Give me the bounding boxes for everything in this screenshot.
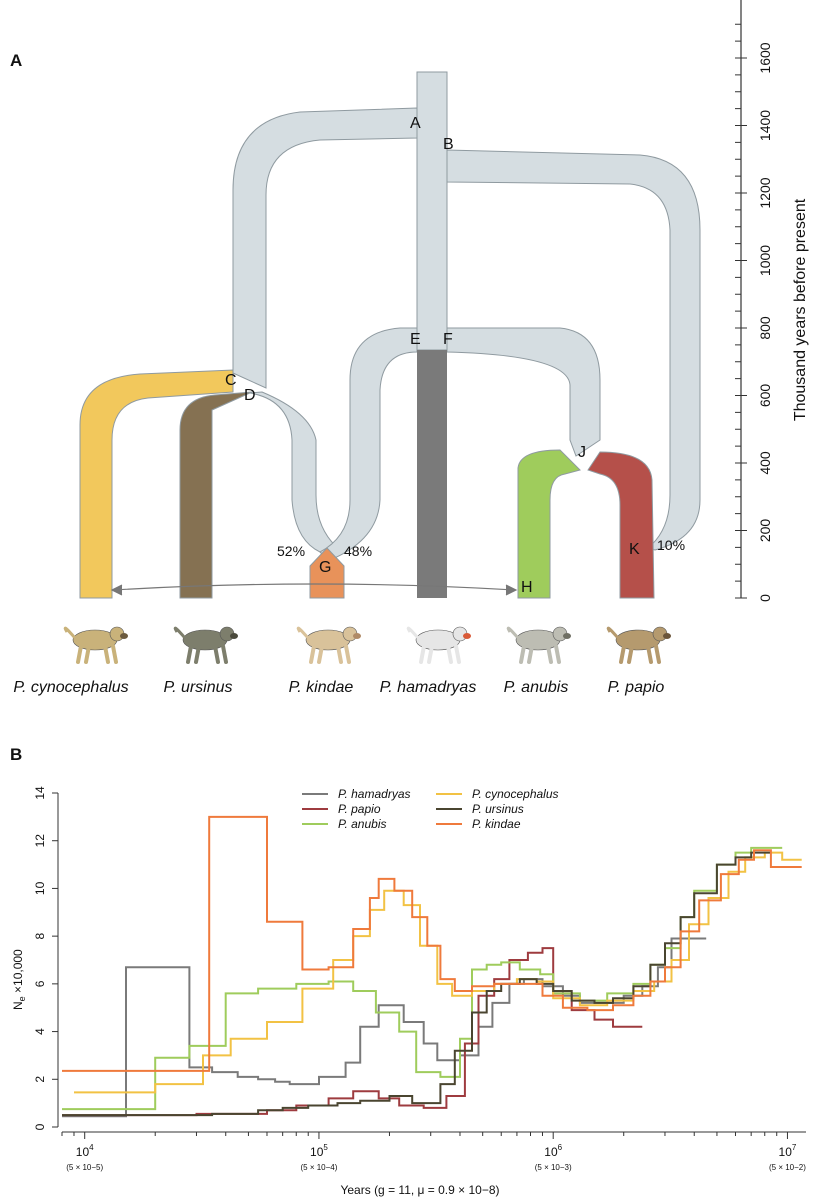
- percent-48: 48%: [344, 543, 372, 559]
- series-line-p-kindae: [62, 815, 802, 1072]
- time-axis-tick-label: 1600: [757, 42, 773, 73]
- y-axis: 0 2 4 6 8 10 12 14 Ne ×10,000: [11, 786, 59, 1130]
- node-e: E: [410, 331, 421, 348]
- series-line-p-hamadryas: [62, 937, 707, 1118]
- node-d: D: [244, 387, 256, 404]
- time-axis-tick-label: 0: [757, 594, 773, 602]
- y-tick-label: 12: [33, 834, 47, 848]
- time-axis-tick-label: 400: [757, 451, 773, 475]
- x-axis-label: Years (g = 11, μ = 0.9 × 10−8): [340, 1183, 499, 1197]
- time-axis: 0 200 400 600 800 1000 1200 1400 1600 Thousand y…: [735, 0, 809, 602]
- species-cynocephalus: P. cynocephalus: [13, 679, 128, 696]
- legend-label: P. ursinus: [472, 802, 524, 816]
- x-tick-label: 104: [76, 1143, 94, 1159]
- species-papio: P. papio: [608, 679, 665, 696]
- node-b: B: [443, 136, 454, 153]
- time-axis-tick-label: 1200: [757, 177, 773, 208]
- series-lines: [62, 815, 802, 1118]
- baboon-icon: [63, 626, 128, 664]
- y-tick-label: 6: [33, 980, 47, 987]
- baboon-icon: [296, 626, 361, 664]
- branch-b-right: [446, 149, 701, 551]
- x-tick-label: 105: [310, 1143, 328, 1159]
- time-axis-tick-label: 600: [757, 384, 773, 408]
- percent-10: 10%: [657, 537, 685, 553]
- baboon-icon: [606, 626, 671, 664]
- baboon-illustrations: [63, 626, 671, 664]
- node-labels: A B C D E F G H J K: [225, 115, 640, 596]
- x-tick-sublabel: (5 × 10−4): [300, 1163, 337, 1172]
- baboon-icon: [406, 626, 471, 664]
- species-kindae: P. kindae: [289, 679, 354, 696]
- branch-ursinus: [179, 391, 253, 599]
- node-h: H: [521, 579, 533, 596]
- branch-anubis: [517, 449, 581, 599]
- node-a: A: [410, 115, 421, 132]
- y-tick-label: 8: [33, 932, 47, 939]
- y-tick-label: 4: [33, 1028, 47, 1035]
- node-g: G: [319, 559, 331, 576]
- ancestral-branches: [232, 71, 701, 563]
- node-k: K: [629, 541, 640, 558]
- x-tick-sublabel: (5 × 10−2): [769, 1163, 806, 1172]
- species-labels: P. cynocephalus P. ursinus P. kindae P. …: [13, 679, 664, 696]
- x-tick-label: 107: [779, 1143, 797, 1159]
- species-anubis: P. anubis: [504, 679, 569, 696]
- y-tick-label: 14: [33, 786, 47, 800]
- time-axis-tick-label: 800: [757, 316, 773, 340]
- series-line-p-ursinus: [62, 851, 771, 1117]
- legend-label: P. papio: [338, 802, 381, 816]
- time-axis-tick-label: 200: [757, 519, 773, 543]
- branch-e-left: [319, 327, 418, 561]
- legend-label: P. cynocephalus: [472, 787, 559, 801]
- branch-papio: [587, 451, 655, 599]
- branch-d-kindae: [249, 391, 341, 563]
- branch-cynocephalus: [79, 369, 234, 599]
- gene-flow-arrow: [110, 583, 518, 596]
- time-axis-label: Thousand years before present: [792, 198, 809, 421]
- y-tick-label: 0: [33, 1123, 47, 1130]
- y-tick-label: 10: [33, 881, 47, 895]
- series-line-p-cynocephalus: [74, 851, 802, 1094]
- branch-hamadryas: [417, 350, 447, 598]
- species-ursinus: P. ursinus: [163, 679, 232, 696]
- series-line-p-papio: [62, 947, 643, 1117]
- node-f: F: [443, 331, 453, 348]
- legend-label: P. hamadryas: [338, 787, 411, 801]
- legend-label: P. kindae: [472, 817, 521, 831]
- x-tick-label: 106: [544, 1143, 562, 1159]
- percent-52: 52%: [277, 543, 305, 559]
- x-tick-sublabel: (5 × 10−5): [66, 1163, 103, 1172]
- root-trunk: [416, 71, 448, 351]
- branch-kindae: [309, 547, 345, 599]
- panel-b-label: B: [10, 745, 22, 764]
- phylogeny-diagram: A 0 200 400 600 800 1000 1200 1400 1600 Thousand…: [10, 0, 809, 696]
- species-hamadryas: P. hamadryas: [380, 679, 477, 696]
- node-j: J: [578, 444, 586, 461]
- y-axis-label: Ne ×10,000: [11, 949, 27, 1010]
- legend-label: P. anubis: [338, 817, 387, 831]
- species-branches: [79, 350, 655, 599]
- panel-a-label: A: [10, 51, 22, 70]
- x-axis: 104 (5 × 10−5) 105 (5 × 10−4) 106 (5 × 10−3) 1…: [61, 1131, 806, 1197]
- baboon-icon: [506, 626, 571, 664]
- y-tick-label: 2: [33, 1076, 47, 1083]
- x-tick-sublabel: (5 × 10−3): [535, 1163, 572, 1172]
- branch-f-right: [446, 327, 601, 457]
- node-c: C: [225, 372, 237, 389]
- time-axis-tick-label: 1000: [757, 245, 773, 276]
- time-axis-tick-label: 1400: [757, 110, 773, 141]
- baboon-icon: [173, 626, 238, 664]
